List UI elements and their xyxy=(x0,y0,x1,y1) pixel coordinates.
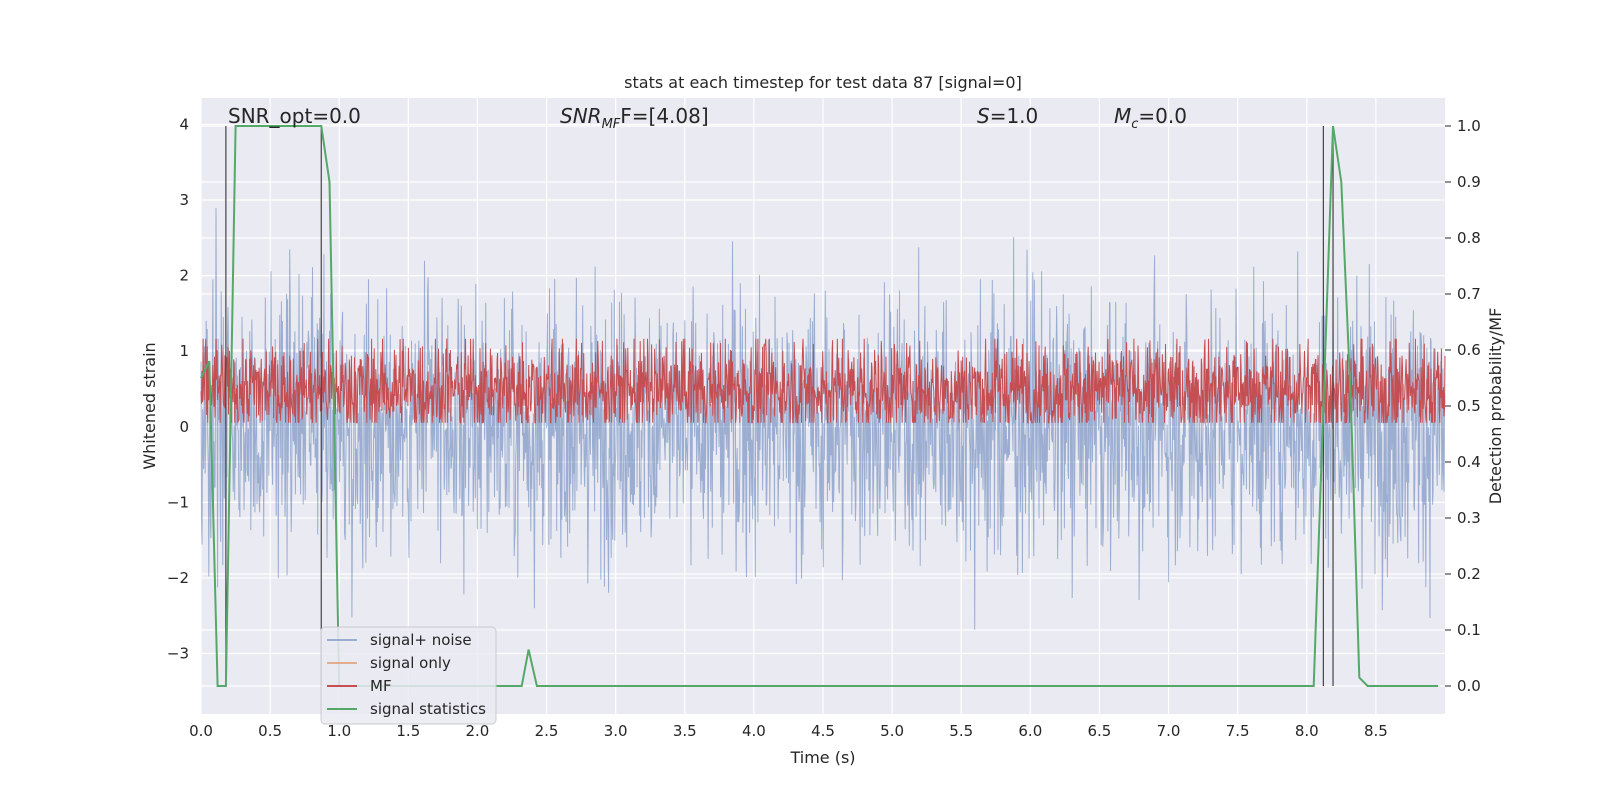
y-tick-label-left: −2 xyxy=(167,569,189,587)
x-tick-label: 2.5 xyxy=(535,722,559,740)
y-axis-label-right: Detection probability/MF xyxy=(1486,308,1505,505)
signal-statistics-series xyxy=(200,125,1439,687)
y-tick-label-left: −1 xyxy=(167,493,189,511)
x-tick-label: 6.0 xyxy=(1018,722,1042,740)
x-axis-label: Time (s) xyxy=(789,748,855,767)
y-tick-label-right: 0.9 xyxy=(1457,173,1481,191)
y-tick-label-left: 4 xyxy=(179,115,189,133)
x-tick-label: 5.5 xyxy=(949,722,973,740)
x-tick-label: 4.5 xyxy=(811,722,835,740)
x-tick-label: 8.0 xyxy=(1295,722,1319,740)
signal-statistics-line xyxy=(200,125,1439,687)
x-tick-label: 6.5 xyxy=(1088,722,1112,740)
y-ticks-left: −3 −2 −1 0 1 2 3 4 xyxy=(167,115,189,662)
y-axis-label-left: Whitened strain xyxy=(140,342,159,469)
y-tick-label-right: 0.0 xyxy=(1457,677,1481,695)
annotation-snr-mf-main: SNR xyxy=(560,104,602,128)
x-tick-label: 3.5 xyxy=(673,722,697,740)
annotation-snr-opt: SNR_opt=0.0 xyxy=(228,104,361,128)
annotation-mc-main: M xyxy=(1114,104,1131,128)
y-tick-label-left: 2 xyxy=(179,267,189,285)
y-tick-label-left: 1 xyxy=(179,342,189,360)
x-tick-label: 2.0 xyxy=(466,722,490,740)
annotation-snr-mf: SNRMFF=[4.08] xyxy=(560,104,709,132)
x-tick-label: 0.5 xyxy=(258,722,282,740)
x-ticks: 0.0 0.5 1.0 1.5 2.0 2.5 3.0 3.5 4.0 4.5 5.0 5.5 6.0 6… xyxy=(189,722,1388,740)
y-tick-label-left: 3 xyxy=(179,191,189,209)
y-tick-label-right: 0.3 xyxy=(1457,509,1481,527)
legend-label-stats: signal statistics xyxy=(370,700,486,718)
legend-label-noise: signal+ noise xyxy=(370,631,472,649)
x-tick-label: 1.5 xyxy=(396,722,420,740)
x-tick-label: 8.5 xyxy=(1364,722,1388,740)
x-tick-label: 7.0 xyxy=(1157,722,1181,740)
chart-title: stats at each timestep for test data 87 … xyxy=(624,73,1022,92)
y-tick-label-left: 0 xyxy=(179,418,189,436)
y-tick-label-right: 0.5 xyxy=(1457,397,1481,415)
signal-noise-line xyxy=(200,208,1446,630)
mf-line xyxy=(200,338,1446,424)
y-tick-label-left: −3 xyxy=(167,645,189,663)
annotation-snr-mf-sub: MF xyxy=(602,117,621,132)
y-tick-label-right: 0.7 xyxy=(1457,285,1481,303)
x-tick-label: 1.0 xyxy=(327,722,351,740)
x-tick-label: 5.0 xyxy=(880,722,904,740)
x-tick-label: 4.0 xyxy=(742,722,766,740)
y-tick-label-right: 0.8 xyxy=(1457,229,1481,247)
annotation-s-tail: =1.0 xyxy=(990,104,1039,128)
legend-label-mf: MF xyxy=(370,677,392,695)
x-tick-label: 3.0 xyxy=(604,722,628,740)
annotation-s: S=1.0 xyxy=(977,104,1038,128)
y-tick-label-right: 0.4 xyxy=(1457,453,1481,471)
x-tick-label: 0.0 xyxy=(189,722,213,740)
mf-series xyxy=(200,338,1446,424)
y-tick-label-right: 0.2 xyxy=(1457,565,1481,583)
y-tick-label-right: 1.0 xyxy=(1457,117,1481,135)
annotation-mc: Mc=0.0 xyxy=(1114,104,1187,132)
annotation-mc-sub: c xyxy=(1131,117,1138,132)
legend: signal+ noise signal only MF signal stat… xyxy=(320,626,497,725)
annotation-snr-mf-tail: F=[4.08] xyxy=(620,104,708,128)
y-ticks-right: 0.0 0.1 0.2 0.3 0.4 0.5 0.6 0.7 0.8 0.9 1.0 xyxy=(1445,117,1481,695)
y-tick-label-right: 0.6 xyxy=(1457,341,1481,359)
annotation-s-main: S xyxy=(977,104,990,128)
legend-box xyxy=(320,626,497,725)
grid xyxy=(200,98,1445,714)
legend-label-signal-only: signal only xyxy=(370,654,451,672)
y-tick-label-right: 0.1 xyxy=(1457,621,1481,639)
annotation-mc-tail: =0.0 xyxy=(1138,104,1187,128)
signal-noise-series xyxy=(200,208,1446,630)
x-tick-label: 7.5 xyxy=(1226,722,1250,740)
